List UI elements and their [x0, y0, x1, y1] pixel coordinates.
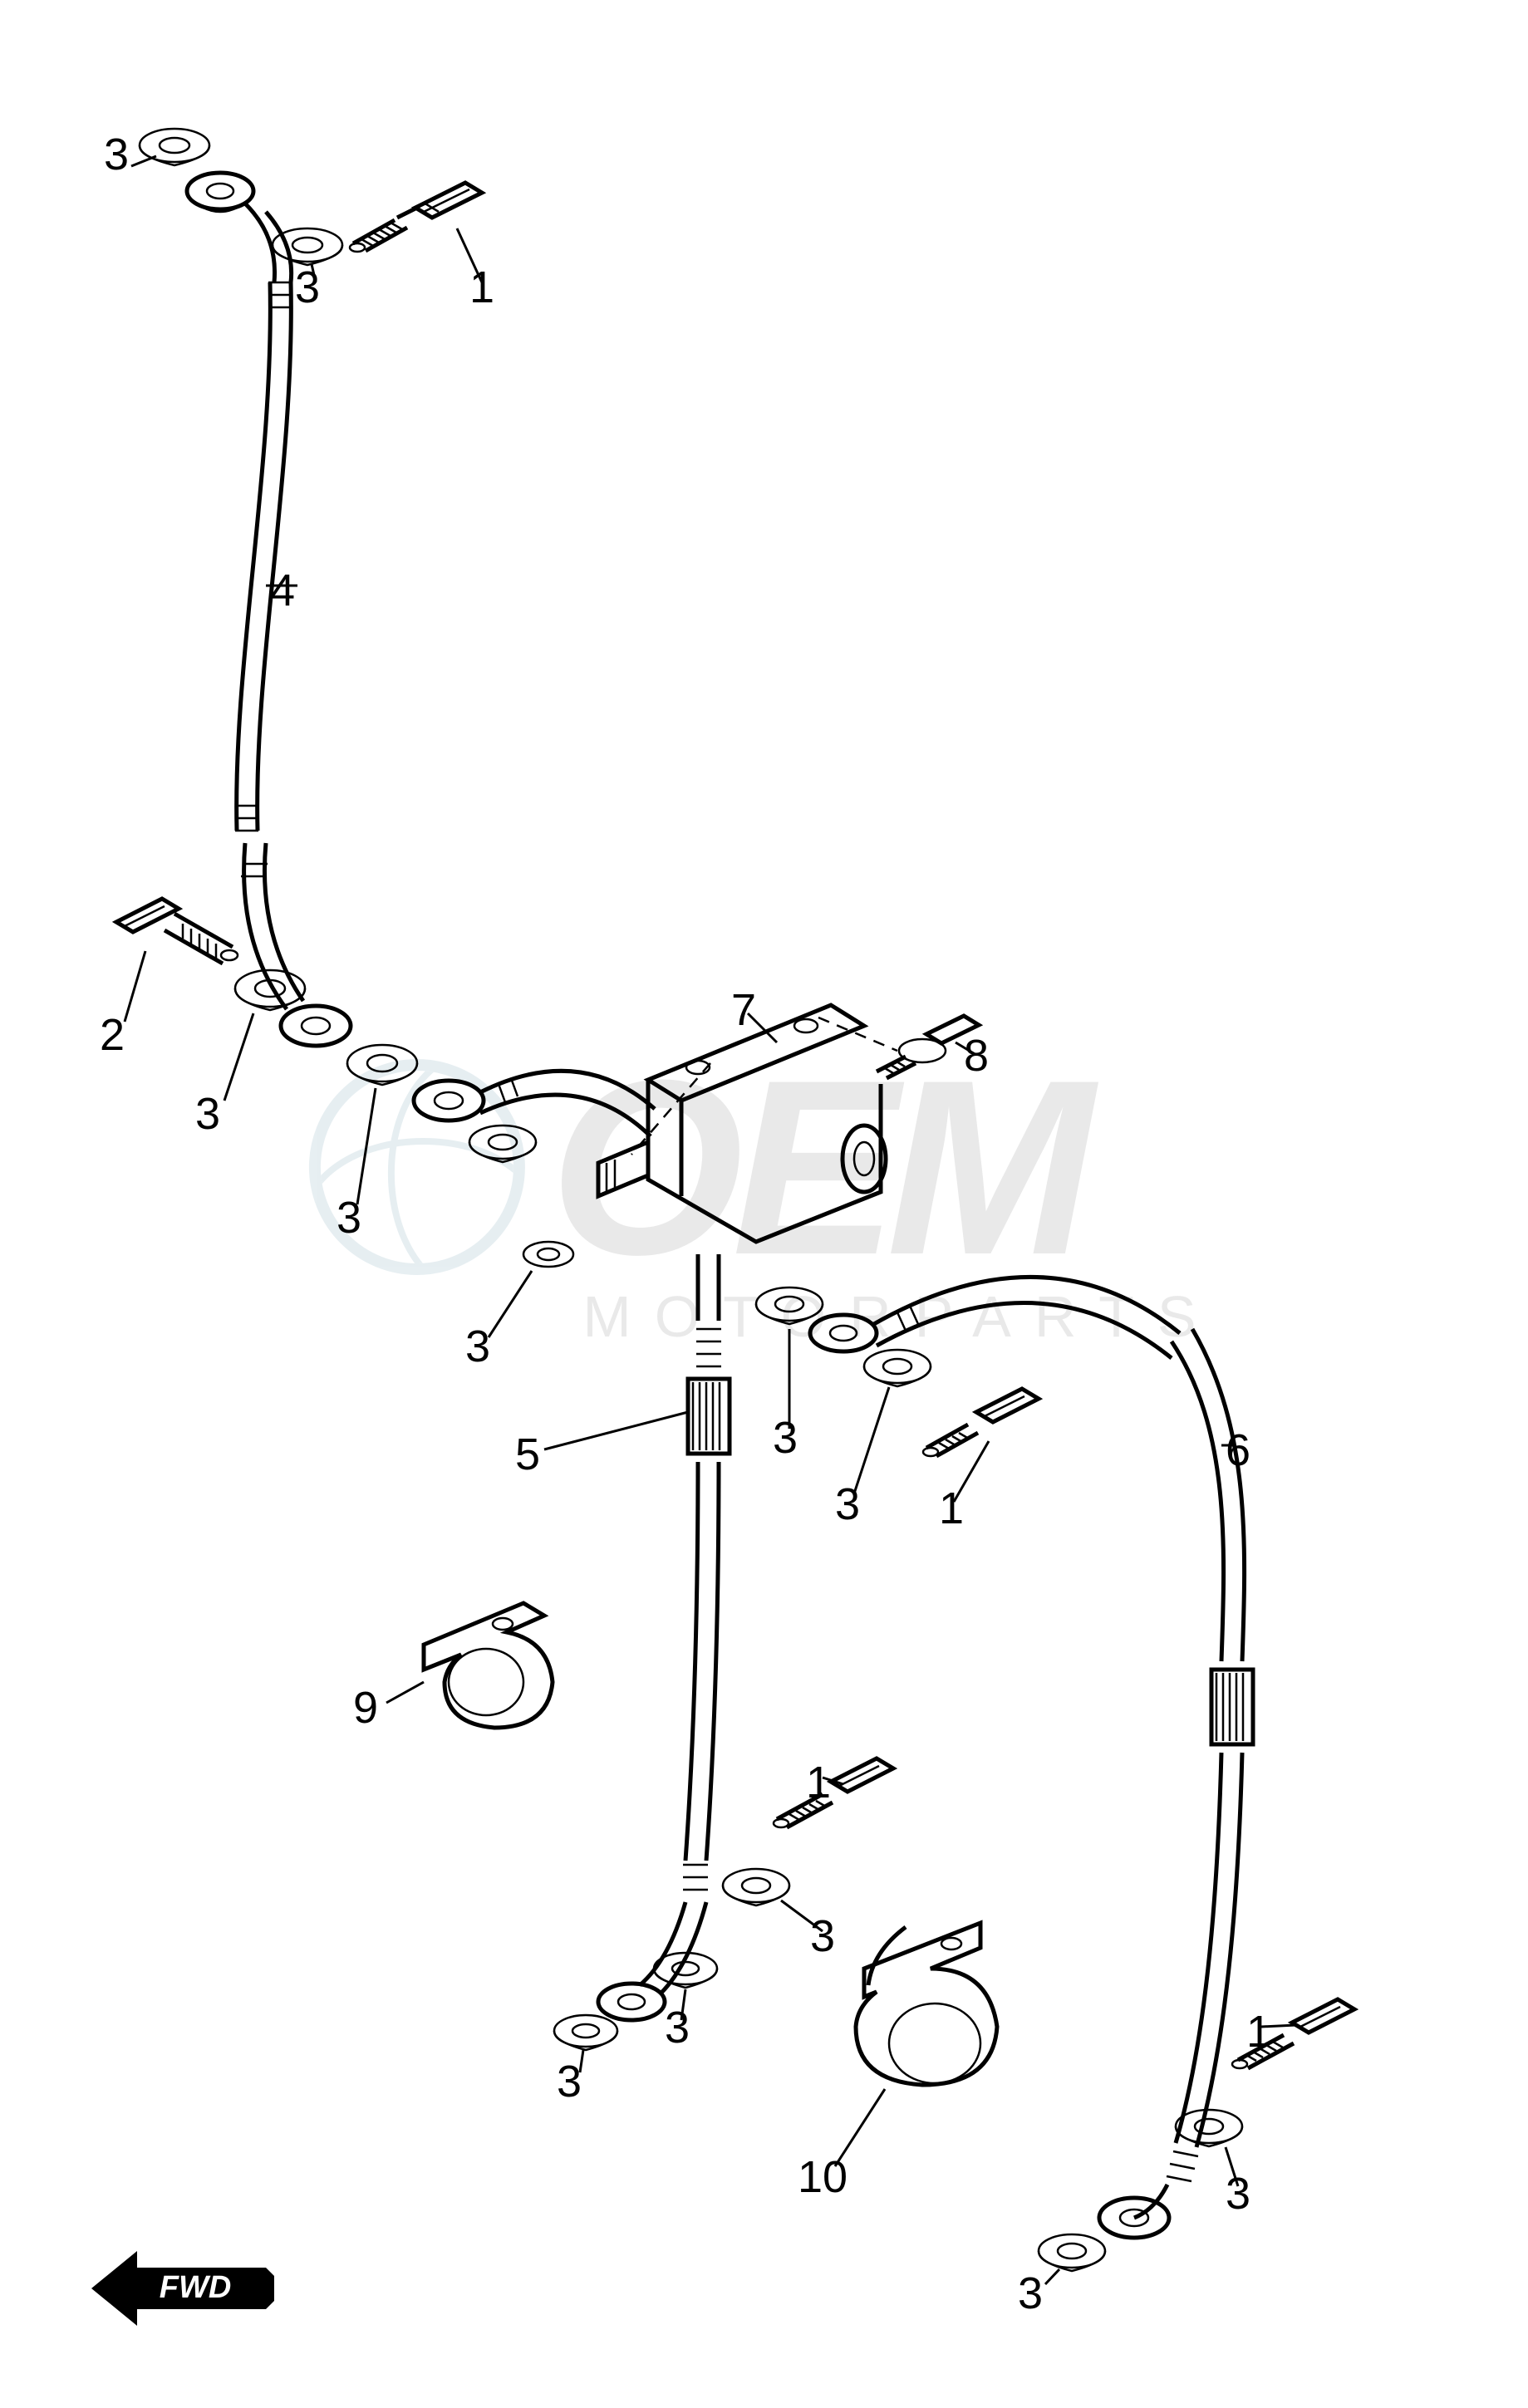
union-bolt-icon	[923, 1389, 1039, 1456]
callout-label: 3	[1018, 2268, 1043, 2319]
washer-icon	[723, 1869, 789, 1905]
callout-label: 3	[557, 2056, 582, 2107]
banjo-fitting-icon	[810, 1315, 877, 1351]
callout-label: 2	[100, 1009, 125, 1061]
washer-icon	[347, 1045, 417, 1085]
callout-label: 3	[773, 1412, 798, 1464]
callout-label: 3	[810, 1910, 835, 1962]
washer-icon	[523, 1242, 573, 1267]
fwd-badge: FWD	[91, 2243, 274, 2334]
banjo-fitting-icon	[241, 843, 351, 1046]
union-bolt-icon	[774, 1758, 893, 1827]
callout-label: 7	[731, 984, 756, 1036]
washer-icon	[554, 2015, 617, 2050]
brake-hose-icon	[235, 282, 292, 831]
washer-icon	[1176, 2110, 1242, 2146]
banjo-fitting-icon	[414, 1071, 655, 1136]
brake-hose-icon	[872, 1277, 1253, 2238]
washer-icon	[1039, 2234, 1105, 2271]
callout-label: 3	[195, 1088, 220, 1140]
fwd-text: FWD	[160, 2270, 232, 2305]
callout-label: 3	[835, 1479, 860, 1530]
callout-label: 3	[104, 129, 129, 180]
diagram-stage: OEM MOTORPARTS	[0, 0, 1528, 2408]
callout-label: 3	[465, 1321, 490, 1372]
callout-label: 9	[353, 1682, 378, 1734]
callout-label: 1	[939, 1483, 964, 1534]
callout-label: 6	[1226, 1425, 1250, 1476]
callout-label: 3	[295, 262, 320, 313]
callout-label: 10	[798, 2151, 848, 2203]
callout-label: 3	[1226, 2168, 1250, 2219]
union-bolt-icon	[116, 899, 238, 964]
brake-hose-icon	[598, 1254, 730, 2020]
hose-clamp-icon	[424, 1603, 553, 1728]
hose-joint-icon	[598, 1005, 886, 1242]
washer-icon	[756, 1287, 823, 1324]
callout-label: 1	[1246, 2006, 1271, 2057]
washer-icon	[469, 1126, 536, 1162]
callout-label: 1	[806, 1757, 831, 1808]
callout-label: 4	[270, 565, 295, 616]
banjo-fitting-icon	[187, 173, 292, 282]
callout-label: 1	[469, 262, 494, 313]
washer-icon	[273, 228, 342, 265]
callout-label: 8	[964, 1030, 989, 1081]
hose-clamp-icon	[856, 1923, 997, 2085]
callout-label: 5	[515, 1429, 540, 1480]
callout-label: 3	[337, 1192, 361, 1243]
callout-label: 3	[665, 2002, 690, 2053]
washer-icon	[864, 1350, 931, 1386]
